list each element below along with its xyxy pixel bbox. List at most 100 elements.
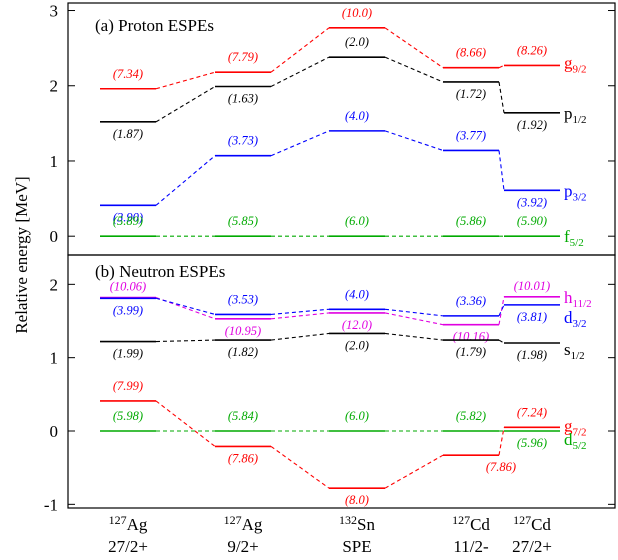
orbital-label-p1-s0: h11/2 bbox=[564, 288, 592, 310]
y-tick-label-p1-1: 0 bbox=[50, 422, 59, 441]
y-tick-label-p1-0: -1 bbox=[44, 495, 58, 514]
occupancy-label-p1-s1-3: (3.36) bbox=[456, 294, 486, 308]
connector-p1-s3-3 bbox=[498, 427, 505, 456]
connector-p1-s1-0 bbox=[155, 297, 216, 315]
occupancy-label-p0-s0-3: (8.66) bbox=[456, 46, 486, 60]
connector-p0-s2-2 bbox=[384, 130, 444, 151]
occupancy-label-p1-s3-2: (8.0) bbox=[345, 493, 369, 507]
connector-p0-s1-0 bbox=[155, 86, 216, 123]
orbital-label-p1-s3: g7/2 bbox=[564, 416, 587, 438]
occupancy-label-p1-s0-1: (10.95) bbox=[225, 324, 261, 338]
occupancy-label-p1-s3-1: (7.86) bbox=[228, 451, 258, 465]
orbital-label-p1-s2: s1/2 bbox=[564, 340, 585, 362]
connector-p1-s3-1 bbox=[270, 445, 330, 489]
occupancy-label-p0-s3-1: (5.85) bbox=[228, 214, 258, 228]
occupancy-label-p1-s2-3: (1.79) bbox=[456, 345, 486, 359]
occupancy-label-p1-s1-2: (4.0) bbox=[345, 287, 369, 301]
connector-p1-s2-2 bbox=[384, 332, 444, 341]
occupancy-label-p1-s3-3: (7.86) bbox=[486, 460, 516, 474]
occupancy-label-p0-s3-4: (5.90) bbox=[517, 214, 547, 228]
connector-p1-s0-2 bbox=[384, 312, 444, 326]
occupancy-label-p1-s1-1: (3.53) bbox=[228, 292, 258, 306]
occupancy-label-p1-s3-0: (7.99) bbox=[113, 379, 143, 393]
category-nucleus-0: 127Ag bbox=[109, 513, 148, 534]
y-tick-label-p0-2: 2 bbox=[50, 77, 59, 96]
connector-p1-s2-3 bbox=[498, 339, 505, 344]
connector-p0-s1-3 bbox=[498, 81, 505, 113]
panel-b-frame bbox=[67, 254, 616, 509]
panel-a-title: (a) Proton ESPEs bbox=[95, 16, 214, 35]
occupancy-label-p1-s2-1: (1.82) bbox=[228, 345, 258, 359]
connector-p0-s0-3 bbox=[498, 64, 505, 69]
occupancy-label-p1-s4-3: (5.82) bbox=[456, 409, 486, 423]
category-label-4: 27/2+ bbox=[512, 537, 552, 556]
connector-p0-s1-1 bbox=[270, 56, 330, 87]
category-label-2: SPE bbox=[342, 537, 371, 556]
connector-p1-s1-2 bbox=[384, 308, 444, 317]
connector-p0-s1-2 bbox=[384, 56, 444, 83]
category-label-0: 27/2+ bbox=[108, 537, 148, 556]
occupancy-label-p0-s1-2: (2.0) bbox=[345, 35, 369, 49]
y-tick-label-p0-3: 3 bbox=[50, 2, 59, 21]
connector-p0-s0-1 bbox=[270, 27, 330, 73]
orbital-label-p1-s1: d3/2 bbox=[564, 308, 587, 330]
y-tick-label-p0-0: 0 bbox=[50, 227, 59, 246]
orbital-label-p0-s2: p3/2 bbox=[564, 181, 587, 203]
orbital-label-p0-s1: p1/2 bbox=[564, 104, 587, 126]
category-label-3: 11/2- bbox=[453, 537, 489, 556]
occupancy-label-p0-s2-0: (3.90) bbox=[113, 210, 143, 224]
y-tick-label-p0-1: 1 bbox=[50, 152, 59, 171]
occupancy-label-p1-s2-0: (1.99) bbox=[113, 347, 143, 361]
occupancy-label-p1-s0-4: (10.01) bbox=[514, 279, 550, 293]
connector-p1-s0-3 bbox=[498, 296, 505, 325]
occupancy-label-p1-s2-4: (1.98) bbox=[517, 348, 547, 362]
connector-p1-s3-2 bbox=[384, 454, 444, 489]
orbital-label-p1-s4: d5/2 bbox=[564, 430, 587, 452]
occupancy-label-p1-s1-4: (3.81) bbox=[517, 310, 547, 324]
occupancy-label-p1-s0-2: (12.0) bbox=[342, 318, 372, 332]
occupancy-label-p0-s1-1: (1.63) bbox=[228, 91, 258, 105]
occupancy-label-p0-s3-2: (6.0) bbox=[345, 214, 369, 228]
panel-b-title: (b) Neutron ESPEs bbox=[95, 262, 225, 281]
connector-p1-s1-1 bbox=[270, 308, 330, 315]
occupancy-label-p0-s1-4: (1.92) bbox=[517, 118, 547, 132]
connector-p1-s1-3 bbox=[498, 304, 505, 317]
y-tick-label-p1-2: 1 bbox=[50, 349, 59, 368]
occupancy-label-p0-s2-3: (3.77) bbox=[456, 128, 486, 142]
occupancy-label-p0-s0-0: (7.34) bbox=[113, 67, 143, 81]
occupancy-label-p0-s0-1: (7.79) bbox=[228, 50, 258, 64]
category-nucleus-2: 132Sn bbox=[339, 513, 375, 534]
y-tick-label-p1-3: 2 bbox=[50, 275, 59, 294]
occupancy-label-p1-s4-1: (5.84) bbox=[228, 409, 258, 423]
occupancy-label-p1-s4-2: (6.0) bbox=[345, 409, 369, 423]
occupancy-label-p0-s2-4: (3.92) bbox=[517, 195, 547, 209]
connector-p0-s0-2 bbox=[384, 27, 444, 69]
occupancy-label-p0-s3-3: (5.86) bbox=[456, 214, 486, 228]
connector-p0-s0-0 bbox=[155, 71, 216, 90]
connector-p1-s2-1 bbox=[270, 332, 330, 341]
occupancy-label-p0-s2-1: (3.73) bbox=[228, 134, 258, 148]
occupancy-label-p0-s0-2: (10.0) bbox=[342, 6, 372, 20]
occupancy-label-p1-s0-3: (10.16) bbox=[453, 330, 489, 344]
occupancy-label-p1-s4-0: (5.98) bbox=[113, 409, 143, 423]
connector-p1-s0-1 bbox=[270, 312, 330, 320]
occupancy-label-p0-s2-2: (4.0) bbox=[345, 109, 369, 123]
occupancy-label-p1-s1-0: (3.99) bbox=[113, 303, 143, 317]
category-nucleus-1: 127Ag bbox=[224, 513, 263, 534]
orbital-label-p0-s3: f5/2 bbox=[564, 227, 584, 249]
occupancy-label-p0-s3-0: (5.89) bbox=[113, 214, 143, 228]
connector-p0-s2-0 bbox=[155, 155, 216, 206]
connector-p0-s2-1 bbox=[270, 130, 330, 157]
category-label-1: 9/2+ bbox=[227, 537, 258, 556]
occupancy-label-p1-s3-4: (7.24) bbox=[517, 405, 547, 419]
connector-p1-s3-0 bbox=[155, 400, 216, 447]
occupancy-label-p1-s2-2: (2.0) bbox=[345, 338, 369, 352]
y-axis-label: Relative energy [MeV] bbox=[12, 176, 31, 333]
occupancy-label-p1-s0-0: (10.06) bbox=[110, 280, 146, 294]
occupancy-label-p1-s4-4: (5.96) bbox=[517, 436, 547, 450]
category-nucleus-4: 127Cd bbox=[513, 513, 551, 534]
occupancy-label-p0-s1-0: (1.87) bbox=[113, 127, 143, 141]
connector-p0-s2-3 bbox=[498, 150, 505, 191]
occupancy-label-p0-s1-3: (1.72) bbox=[456, 87, 486, 101]
